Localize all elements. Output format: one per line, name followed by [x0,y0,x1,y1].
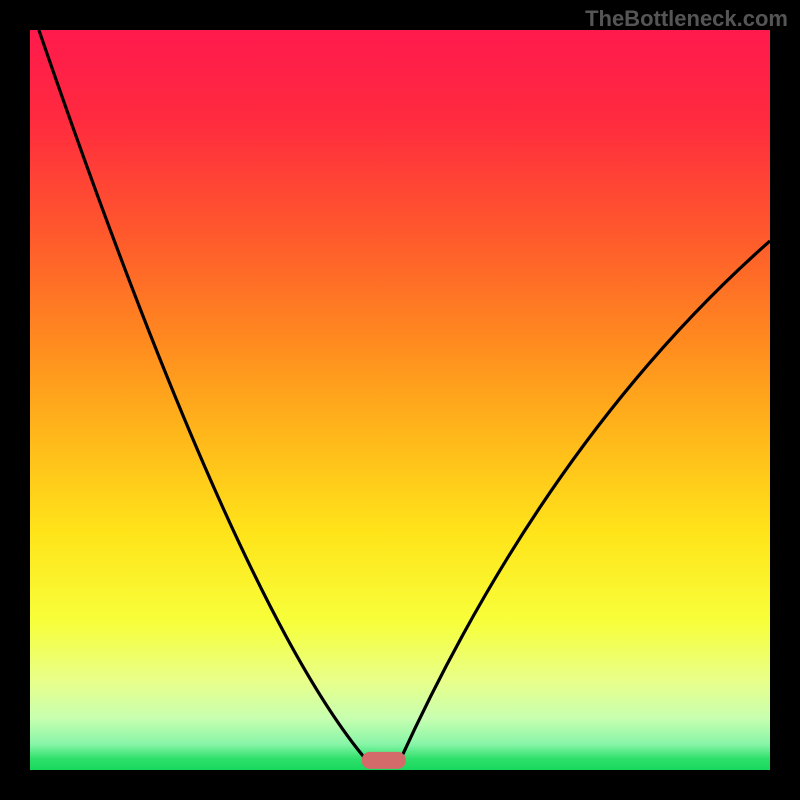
canvas: TheBottleneck.com [0,0,800,800]
optimum-marker [362,752,406,768]
frame-right [770,0,800,800]
bottleneck-curve [30,30,770,770]
curve-right-branch [400,241,770,760]
plot-area [30,30,770,770]
frame-bottom [0,770,800,800]
curve-left-branch [39,30,367,760]
frame-left [0,0,30,800]
watermark-text: TheBottleneck.com [585,6,788,32]
